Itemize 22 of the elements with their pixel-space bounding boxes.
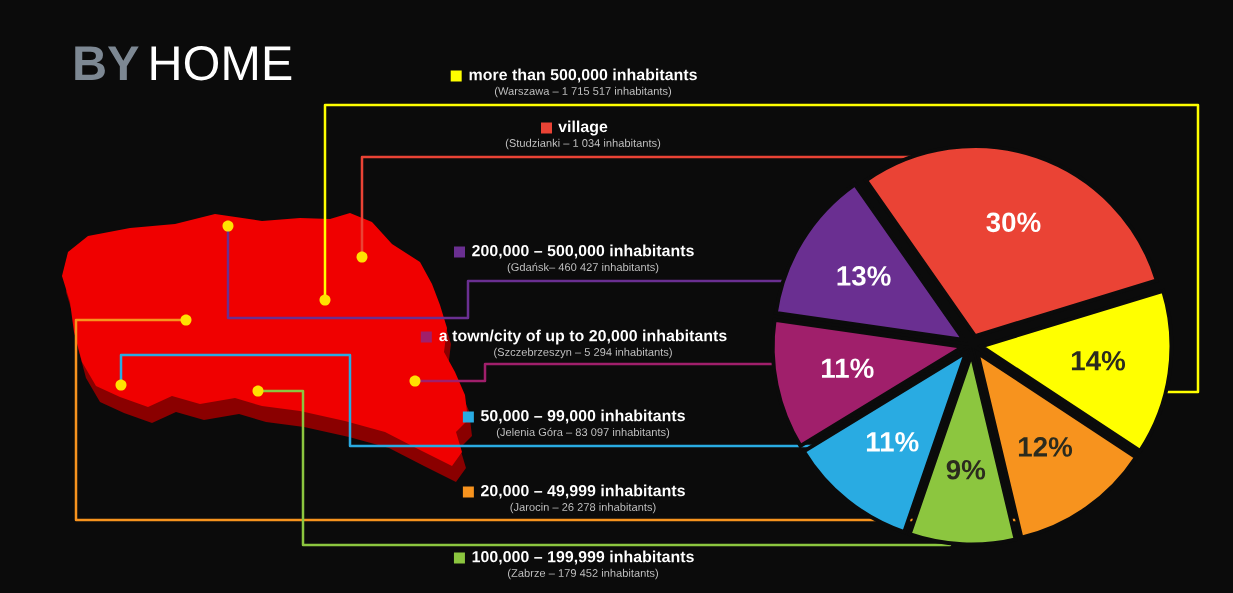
data-label: 13%: [837, 266, 891, 286]
text: (Zabrze – 179 452 inhabitants): [508, 568, 658, 580]
legend-label: 20,000 – 49,999 inhabitants: [481, 484, 685, 499]
legend-label: a town/city of up to 20,000 inhabitants: [439, 329, 727, 345]
text: (Studzianki – 1 034 inhabitants): [505, 138, 661, 150]
legend-label: village: [558, 120, 608, 136]
chart-title: BY HOME: [75, 46, 292, 81]
text: (Warszawa – 1 715 517 inhabitants): [494, 86, 672, 98]
legend-label: more than 500,000 inhabitants: [469, 68, 697, 83]
legend-label: 200,000 – 500,000 inhabitants: [472, 244, 694, 259]
data-label: 11%: [822, 358, 874, 378]
legend-label: 100,000 – 199,999 inhabitants: [472, 550, 694, 565]
text: (Gdańsk– 460 427 inhabitants): [507, 262, 659, 274]
text: (Jelenia Góra – 83 097 inhabitants): [496, 427, 670, 439]
data-label: 14%: [1071, 351, 1126, 371]
data-label: 11%: [866, 432, 919, 452]
legend-label: 50,000 – 99,000 inhabitants: [480, 409, 685, 424]
text: (Jarocin – 26 278 inhabitants): [510, 502, 656, 514]
data-label: 12%: [1018, 437, 1073, 457]
data-label: 30%: [986, 212, 1041, 233]
data-label: 9%: [946, 459, 986, 480]
text: (Szczebrzeszyn – 5 294 inhabitants): [494, 347, 672, 359]
